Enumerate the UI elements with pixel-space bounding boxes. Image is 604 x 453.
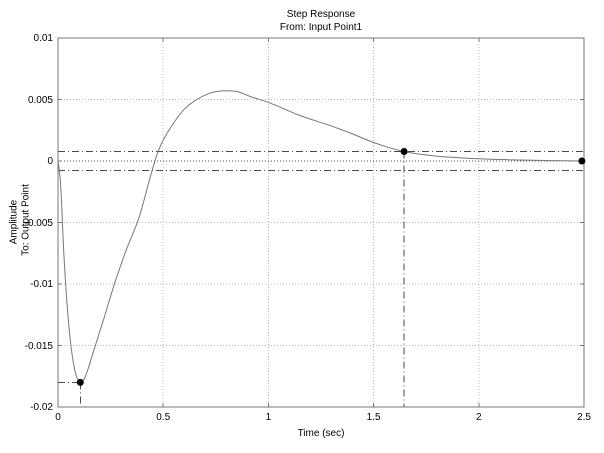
settling-time-marker[interactable]: [400, 148, 408, 156]
y-tick-label: -0.015: [24, 340, 53, 352]
y-tick-label: -0.01: [30, 279, 53, 290]
y-tick-label: 0.01: [33, 33, 53, 44]
x-tick-label: 2: [476, 412, 482, 423]
final-value-marker[interactable]: [578, 157, 586, 165]
x-tick-label: 0.5: [156, 412, 171, 423]
chart-subtitle: From: Input Point1: [279, 22, 363, 33]
chart-title: Step Response: [286, 9, 356, 20]
x-tick-label: 1: [265, 412, 272, 423]
x-tick-label: 1.5: [366, 412, 381, 423]
y-tick-label: -0.005: [24, 217, 53, 229]
x-tick-label: 0: [55, 412, 61, 423]
y-tick-label: 0.005: [27, 94, 53, 106]
x-axis-label: Time (sec): [297, 428, 345, 439]
y-tick-label: 0: [47, 156, 53, 167]
undershoot-minimum-marker[interactable]: [76, 378, 84, 386]
y-tick-label: -0.02: [30, 402, 53, 413]
x-tick-label: 2.5: [577, 412, 591, 423]
step-response-curve: [57, 90, 582, 383]
